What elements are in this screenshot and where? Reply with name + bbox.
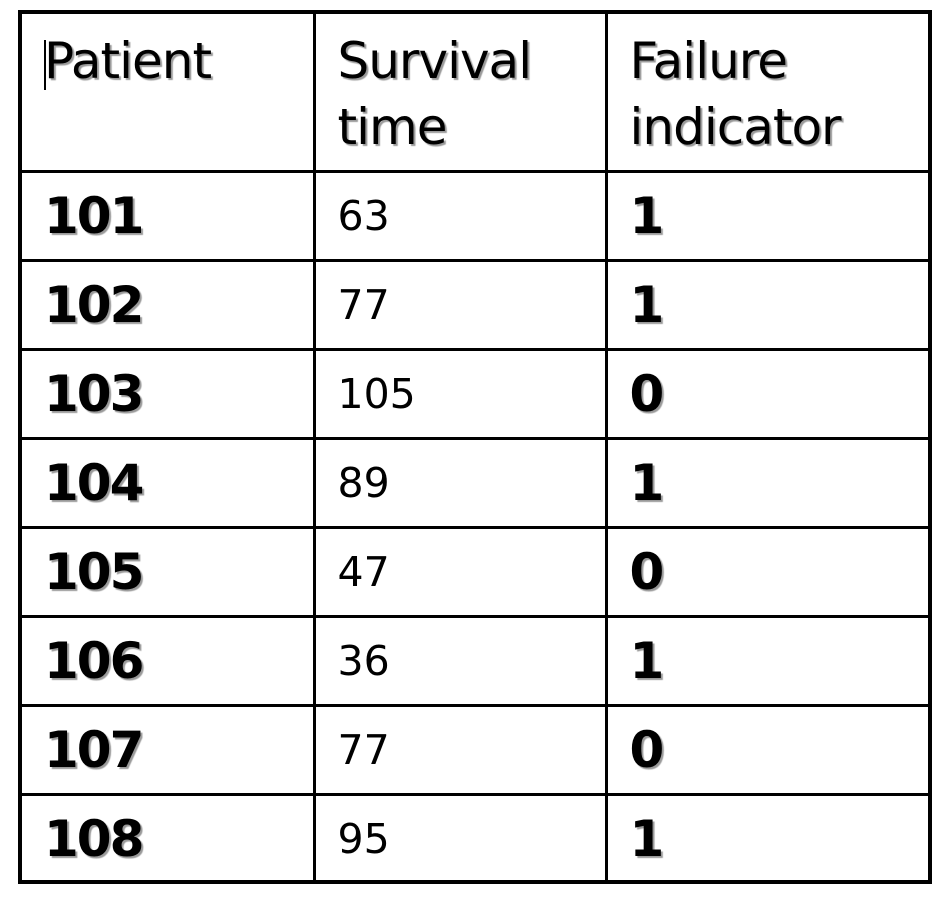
survival-time-cell[interactable]: 77	[312, 258, 608, 351]
patient-cell[interactable]: 105	[22, 525, 316, 618]
table-row: 107 77 0	[22, 703, 928, 796]
patient-cell[interactable]: 102	[22, 258, 316, 351]
text-cursor	[44, 40, 46, 90]
failure-indicator-cell[interactable]: 1	[604, 436, 928, 529]
patient-cell[interactable]: 107	[22, 703, 316, 796]
table-row: 106 36 1	[22, 614, 928, 707]
failure-indicator-cell[interactable]: 1	[604, 169, 928, 262]
survival-time-cell[interactable]: 89	[312, 436, 608, 529]
failure-indicator-cell[interactable]: 0	[604, 703, 928, 796]
survival-time-cell[interactable]: 36	[312, 614, 608, 707]
patient-cell[interactable]: 108	[22, 792, 316, 883]
table-row: 105 47 0	[22, 525, 928, 618]
survival-time-cell[interactable]: 77	[312, 703, 608, 796]
survival-table: Patient Survival time Failure indicator …	[18, 10, 932, 884]
table-row: 108 95 1	[22, 792, 928, 883]
table-row: 101 63 1	[22, 169, 928, 262]
table-row: 104 89 1	[22, 436, 928, 529]
patient-cell[interactable]: 106	[22, 614, 316, 707]
failure-indicator-cell[interactable]: 0	[604, 525, 928, 618]
data-table: Patient Survival time Failure indicator …	[22, 14, 928, 883]
header-row: Patient Survival time Failure indicator	[22, 14, 928, 173]
patient-cell[interactable]: 104	[22, 436, 316, 529]
table-row: 102 77 1	[22, 258, 928, 351]
survival-time-cell[interactable]: 105	[312, 347, 608, 440]
failure-indicator-cell[interactable]: 0	[604, 347, 928, 440]
survival-time-cell[interactable]: 63	[312, 169, 608, 262]
failure-indicator-cell[interactable]: 1	[604, 258, 928, 351]
patient-cell[interactable]: 101	[22, 169, 316, 262]
header-failure-indicator[interactable]: Failure indicator	[604, 14, 928, 173]
failure-indicator-cell[interactable]: 1	[604, 614, 928, 707]
failure-indicator-cell[interactable]: 1	[604, 792, 928, 883]
header-survival-time[interactable]: Survival time	[312, 14, 608, 173]
patient-cell[interactable]: 103	[22, 347, 316, 440]
table-row: 103 105 0	[22, 347, 928, 440]
header-patient[interactable]: Patient	[22, 14, 316, 173]
survival-time-cell[interactable]: 95	[312, 792, 608, 883]
survival-time-cell[interactable]: 47	[312, 525, 608, 618]
